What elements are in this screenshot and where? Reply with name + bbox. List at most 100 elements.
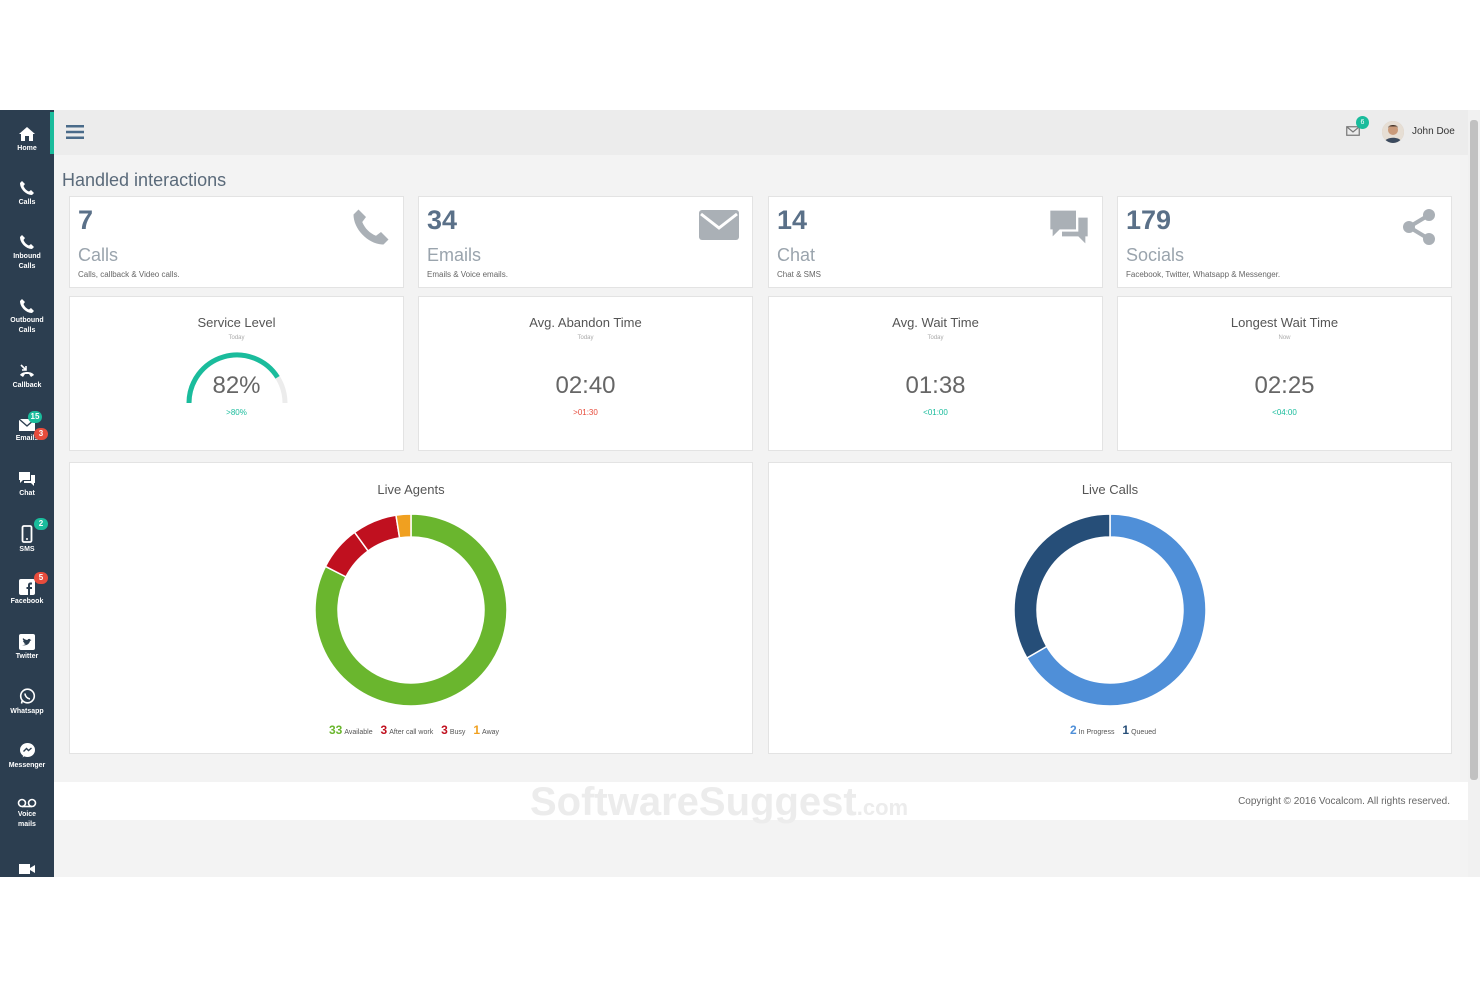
legend-label: After call work [389,729,434,736]
sidebar-item-whatsapp[interactable]: Whatsapp [0,688,54,717]
legend-value: 2 [1069,723,1077,737]
stat-value: 14 [777,205,808,235]
chart-legend: 2 In Progress 1 Queued [769,723,1451,737]
video-camera-icon [19,864,35,874]
legend-value: 1 [473,723,481,737]
mobile-icon [21,525,33,543]
unread-badge: 15 [28,411,42,423]
sidebar-item-voice-mails[interactable]: Voice mails [0,798,54,830]
sidebar-item-chat[interactable]: Chat [0,471,54,499]
hamburger-menu-icon[interactable] [66,124,84,140]
stat-name: Calls [78,245,119,265]
kpi-target: >80% [226,408,247,417]
donut-slice-in-progress [1025,513,1207,707]
kpi-title: Service Level [197,315,276,330]
sidebar-item-outbound-calls[interactable]: Outbound Calls [0,298,54,336]
app-frame: Home Calls Inbound Calls Outbound Calls … [0,110,1480,877]
legend-label: Busy [449,729,466,736]
kpi-card-longest-wait-time: Longest Wait Time Now 02:25 <04:00 [1117,296,1452,451]
avatar[interactable] [1382,121,1404,143]
sidebar-item-home[interactable]: Home [0,126,54,154]
stat-value: 7 [78,205,94,235]
legend-label: In Progress [1078,729,1115,736]
chart-card-live-calls: Live Calls 2 In Progress 1 Queued [768,462,1452,754]
stat-name: Socials [1126,245,1185,265]
legend-value: 3 [441,723,448,737]
phone-icon [353,209,389,245]
service-level-gauge [186,352,288,404]
sidebar-item-inbound-calls[interactable]: Inbound Calls [0,234,54,272]
kpi-value: 82% [212,372,261,399]
stat-card-emails: 34 Emails Emails & Voice emails. [418,196,753,288]
sidebar-item-twitter[interactable]: Twitter [0,634,54,662]
voicemail-icon [17,798,37,808]
whatsapp-icon [19,688,35,704]
sidebar-item-messenger[interactable]: Messenger [0,742,54,771]
stat-name: Emails [427,245,482,265]
sidebar-item-label: Messenger [8,762,46,769]
donut-slice-available [314,513,508,707]
kpi-target: <04:00 [1272,408,1297,417]
sidebar-item-callback[interactable]: Callback [0,363,54,391]
sidebar-item-label: Facebook [10,598,44,605]
kpi-period: Today [927,335,944,341]
kpi-value: 01:38 [905,372,966,399]
sidebar-item-calls[interactable]: Calls [0,180,54,208]
sidebar-item-label: Voice mails [17,811,37,828]
stat-card-chat: 14 Chat Chat & SMS [768,196,1103,288]
scrollbar-thumb[interactable] [1470,120,1478,780]
kpi-period: Now [1278,335,1291,341]
unread-badge: 2 [34,518,48,530]
sidebar-item-emails[interactable]: Emails 15 3 [0,411,54,444]
scrollbar[interactable] [1468,110,1480,877]
kpi-period: Today [577,335,594,341]
phone-icon [20,299,34,313]
kpi-card-avg-abandon-time: Avg. Abandon Time Today 02:40 >01:30 [418,296,753,451]
kpi-card-avg-wait-time: Avg. Wait Time Today 01:38 <01:00 [768,296,1103,451]
sidebar-item-label: Home [17,145,37,152]
unread-badge: 3 [34,428,48,440]
legend-label: Away [482,729,500,736]
sidebar-item-label: Inbound Calls [13,253,41,270]
notification-badge: 6 [1356,116,1369,129]
sidebar-item-sms[interactable]: SMS 2 [0,518,54,555]
sidebar-item-label: Emails [15,435,39,442]
kpi-value: 02:40 [555,372,616,399]
unread-badge: 5 [34,572,48,584]
donut-slice-away [395,513,412,539]
sidebar-item-label: Calls [18,199,36,206]
chat-icon [1050,210,1088,244]
sidebar-item-video[interactable] [0,863,54,875]
stat-card-socials: 179 Socials Facebook, Twitter, Whatsapp … [1117,196,1452,288]
stat-name: Chat [777,245,816,265]
notifications-envelope-icon[interactable] [1346,126,1360,136]
legend-value: 33 [328,723,343,737]
home-icon [19,127,35,141]
share-icon [1403,209,1435,245]
phone-icon [20,235,34,249]
facebook-icon [19,579,35,595]
user-name[interactable]: John Doe [1412,126,1455,137]
sidebar-item-facebook[interactable]: Facebook 5 [0,572,54,607]
kpi-title: Avg. Abandon Time [529,315,642,330]
legend-label: Available [344,729,373,736]
kpi-target: <01:00 [923,408,948,417]
stat-description: Emails & Voice emails. [427,270,508,279]
legend-value: 3 [380,723,388,737]
stat-description: Chat & SMS [777,270,822,279]
footer: SoftwareSuggest.com Copyright © 2016 Voc… [54,780,1468,824]
legend-label: Queued [1131,729,1157,736]
callback-icon [20,364,34,377]
chart-title: Live Agents [377,482,445,497]
stat-value: 34 [427,205,458,235]
sidebar-item-label: SMS [19,546,35,553]
messenger-icon [19,743,35,758]
kpi-title: Avg. Wait Time [892,315,979,330]
sidebar-item-label: Outbound Calls [10,317,44,334]
page-title: Handled interactions [62,170,227,190]
stat-card-calls: 7 Calls Calls, callback & Video calls. [69,196,404,288]
sidebar: Home Calls Inbound Calls Outbound Calls … [0,110,54,877]
sidebar-item-label: Chat [19,490,35,497]
chart-card-live-agents: Live Agents 33 Available 3 After call work… [69,462,753,754]
donut-slice-queued [1013,513,1111,660]
